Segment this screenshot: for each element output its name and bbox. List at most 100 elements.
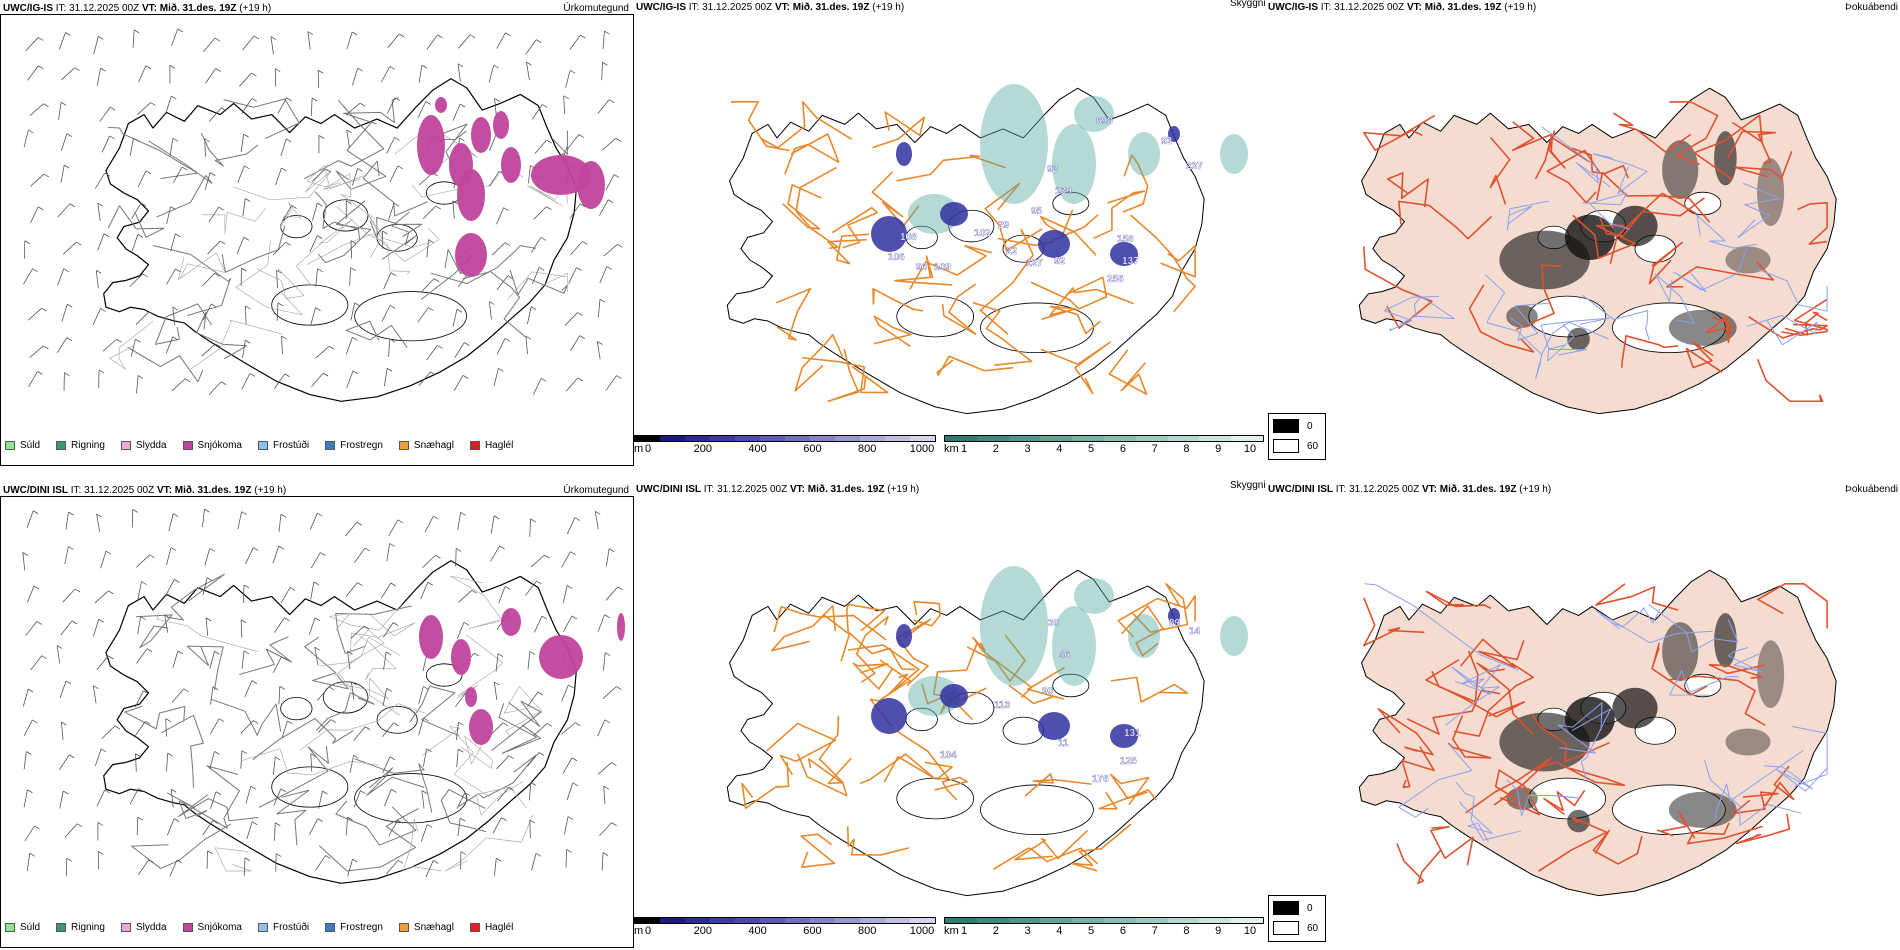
visibility-value-label: 108 [900, 232, 917, 243]
colorbar-tick-label: 3 [1024, 925, 1031, 937]
colorbar-cell [635, 918, 660, 923]
legend-item: Súld [5, 440, 40, 451]
colorbar-ceiling-m: m 0 200 400 600 800 1000 [634, 917, 936, 938]
colorbar-ticks: m 0 200 400 600 800 1000 [634, 924, 936, 938]
precip-panel-row2: UWC/DINI ISL IT: 31.12.2025 00Z VT: Mið.… [0, 485, 634, 948]
fog-legend-box: 0 60 [1268, 413, 1326, 460]
colorbar-cell [685, 918, 710, 923]
colorbar-tick-label: 9 [1215, 443, 1222, 455]
panel-title-visibility: Skyggni [1230, 0, 1266, 9]
fog-panel-row2: UWC/DINI ISL IT: 31.12.2025 00Z VT: Mið.… [1266, 484, 1900, 948]
colorbar-cell [910, 918, 935, 923]
iceland-map-fog [1358, 87, 1837, 415]
colorbar-cell [1103, 918, 1136, 923]
vt-value: Mið. 31.des. 19Z [807, 484, 885, 495]
panel-header: UWC/IG-IS IT: 31.12.2025 00Z VT: Mið. 31… [3, 3, 271, 14]
panel-header: UWC/DINI ISL IT: 31.12.2025 00Z VT: Mið.… [636, 484, 919, 495]
legend-item: Frostúði [257, 922, 309, 933]
lead-time: (+19 h) [887, 484, 920, 495]
colorbar-unit: km [944, 925, 959, 937]
legend-item: Snjókoma [182, 440, 242, 451]
colorbar-cell [710, 436, 735, 441]
colorbar-cell [1135, 436, 1168, 441]
visibility-value-label: 104 [940, 750, 957, 761]
panel-title-fog: Þokuábendi [1845, 484, 1898, 495]
visibility-value-label: 11 [1058, 738, 1069, 749]
colorbar-cells [944, 917, 1264, 924]
colorbar-cell [1231, 918, 1263, 923]
fog-legend-swatch [1273, 419, 1299, 433]
colorbar-cell [785, 436, 810, 441]
legend-swatch [182, 441, 193, 450]
visibility-panel-row2: UWC/DINI ISL IT: 31.12.2025 00Z VT: Mið.… [634, 480, 1268, 948]
visibility-value-label: 256 [1107, 274, 1124, 285]
colorbar-cell [1008, 918, 1041, 923]
fog-legend-swatch [1273, 439, 1299, 453]
visibility-panel-row1: UWC/IG-IS IT: 31.12.2025 00Z VT: Mið. 31… [634, 0, 1268, 466]
legend-item: Haglél [469, 440, 513, 451]
it-value: 31.12.2025 00Z [702, 2, 773, 13]
panel-title-visibility: Skyggni [1230, 480, 1266, 491]
precip-type-legend: Súld Rigning Slydda Snjókoma Frostúði Frostre… [5, 440, 513, 451]
legend-item: Frostregn [325, 440, 383, 451]
legend-label: Snjókoma [197, 440, 242, 451]
it-value: 31.12.2025 00Z [1334, 2, 1405, 13]
colorbar-tick-label: 8 [1183, 925, 1190, 937]
legend-label: Rigning [71, 440, 105, 451]
iceland-map-fog [1358, 569, 1837, 897]
vt-value: Mið. 31.des. 19Z [792, 2, 870, 13]
legend-item: Slydda [120, 440, 167, 451]
fog-legend-value: 0 [1307, 420, 1313, 432]
vt-label: VT: [156, 485, 172, 496]
colorbar-cell [945, 436, 977, 441]
colorbar-tick-label: 9 [1215, 925, 1222, 937]
it-value: 31.12.2025 00Z [1349, 484, 1420, 495]
colorbar-unit: km [944, 443, 959, 455]
colorbar-cell [1167, 918, 1200, 923]
lead-time: (+19 h) [239, 3, 272, 14]
colorbar-tick-label: 5 [1088, 443, 1095, 455]
panel-title-precip: Úrkomutegund [563, 3, 629, 14]
colorbar-visibility-km: km 1 2 3 4 5 6 7 8 9 10 [944, 917, 1264, 938]
colorbar-tick-label: 7 [1151, 925, 1158, 937]
lead-time: (+19 h) [1519, 484, 1552, 495]
colorbar-cell [1135, 918, 1168, 923]
legend-swatch [325, 923, 336, 932]
legend-item: Frostregn [325, 922, 383, 933]
colorbar-cell [885, 436, 910, 441]
vt-label: VT: [1421, 484, 1437, 495]
fog-legend-item: 60 [1273, 921, 1318, 935]
it-label: IT: [1320, 2, 1332, 13]
visibility-value-label: 109 [934, 262, 951, 273]
it-label: IT: [70, 485, 82, 496]
colorbar-cell [1231, 436, 1263, 441]
visibility-value-label: 29 [998, 220, 1010, 231]
colorbar-cell [1103, 436, 1136, 441]
legend-swatch [257, 441, 268, 450]
legend-item: Súld [5, 922, 40, 933]
legend-item: Frostúði [257, 440, 309, 451]
legend-label: Haglél [484, 922, 514, 933]
fog-legend-value: 0 [1307, 902, 1313, 914]
legend-swatch [469, 441, 480, 450]
visibility-value-label: 92 [1161, 136, 1173, 147]
colorbar-unit: m [634, 925, 644, 937]
legend-swatch [56, 923, 67, 932]
colorbar-tick-label: 4 [1056, 925, 1063, 937]
colorbar-tick-label: 10 [1243, 925, 1257, 937]
visibility-value-label: 14 [1189, 626, 1201, 637]
colorbar-cell [976, 436, 1009, 441]
colorbar-ceiling-m: m 0 200 400 600 800 1000 [634, 435, 936, 456]
colorbar-cell [810, 436, 835, 441]
vt-value: Mið. 31.des. 19Z [1439, 484, 1517, 495]
colorbar-cell [1199, 436, 1232, 441]
colorbar-tick-label: 5 [1088, 925, 1095, 937]
iceland-map-precip [22, 508, 625, 884]
colorbar-cell [735, 436, 760, 441]
colorbar-cell [760, 918, 785, 923]
fog-panel-row1: UWC/IG-IS IT: 31.12.2025 00Z VT: Mið. 31… [1266, 2, 1900, 466]
colorbar-cell [735, 918, 760, 923]
fog-legend-item: 60 [1273, 439, 1318, 453]
colorbar-cell [860, 436, 885, 441]
it-label: IT: [1335, 484, 1347, 495]
